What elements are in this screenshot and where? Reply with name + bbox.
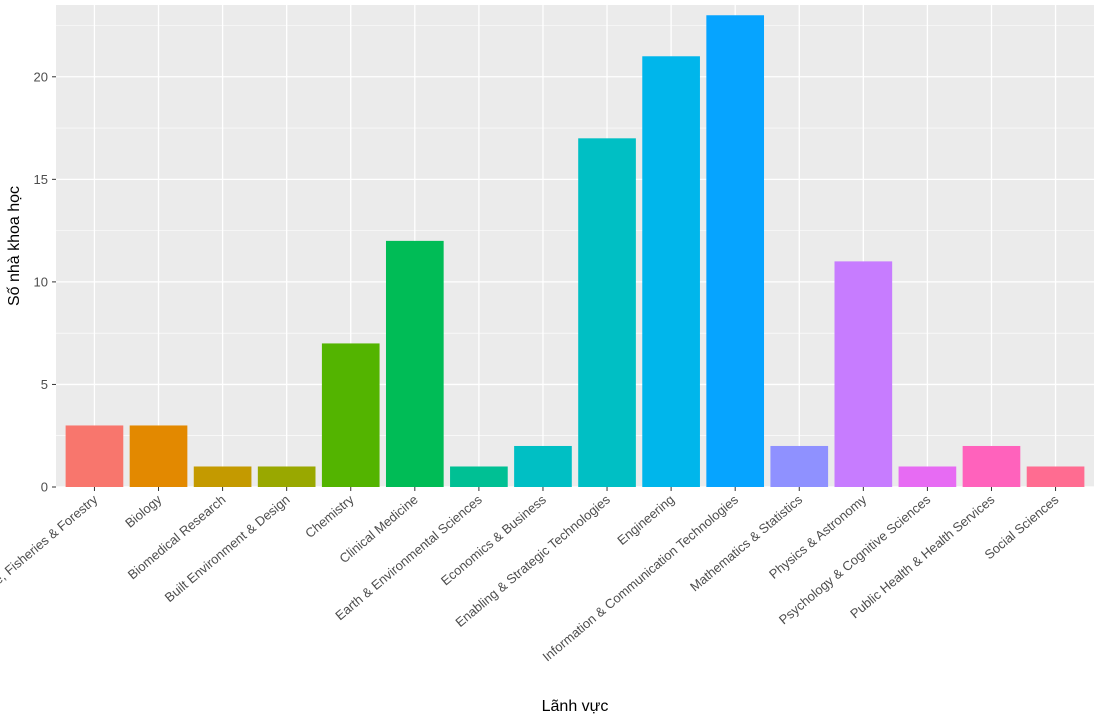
- bar: [65, 425, 124, 487]
- bar: [642, 56, 700, 487]
- bar: [385, 240, 444, 487]
- y-tick-label: 15: [34, 172, 48, 187]
- x-tick-label: Economics & Business: [438, 491, 549, 588]
- y-tick-label: 0: [41, 480, 48, 495]
- bar: [770, 445, 829, 487]
- bar: [706, 15, 765, 488]
- x-tick-label: Engineering: [614, 492, 677, 548]
- x-tick-label: Built Environment & Design: [162, 492, 293, 605]
- bar: [257, 466, 316, 487]
- bar: [450, 466, 508, 487]
- y-axis: 0 5 10 15 20: [34, 69, 56, 495]
- y-tick-label: 20: [34, 69, 48, 84]
- x-tick-label: Mathematics & Statistics: [687, 491, 805, 594]
- bars: [65, 15, 1085, 488]
- x-axis-title: Lãnh vực: [542, 698, 609, 715]
- plot-panel: [56, 5, 1094, 487]
- x-tick-label: Agriculture, Fisheries & Forestry: [0, 491, 101, 622]
- bar: [193, 466, 252, 487]
- bar: [962, 445, 1021, 487]
- x-tick-label: Chemistry: [302, 491, 357, 540]
- bar: [321, 343, 380, 487]
- bar: [129, 425, 188, 487]
- bar: [898, 466, 957, 487]
- bar: [578, 138, 636, 487]
- y-tick-label: 5: [41, 377, 48, 392]
- y-tick-label: 10: [34, 274, 48, 289]
- bar: [834, 261, 893, 487]
- x-axis: Agriculture, Fisheries & Forestry Biology…: [0, 487, 1062, 664]
- bar: [1026, 466, 1085, 487]
- y-axis-title: Số nhà khoa học: [6, 186, 23, 306]
- bar: [514, 445, 572, 487]
- x-tick-label: Biology: [122, 491, 165, 530]
